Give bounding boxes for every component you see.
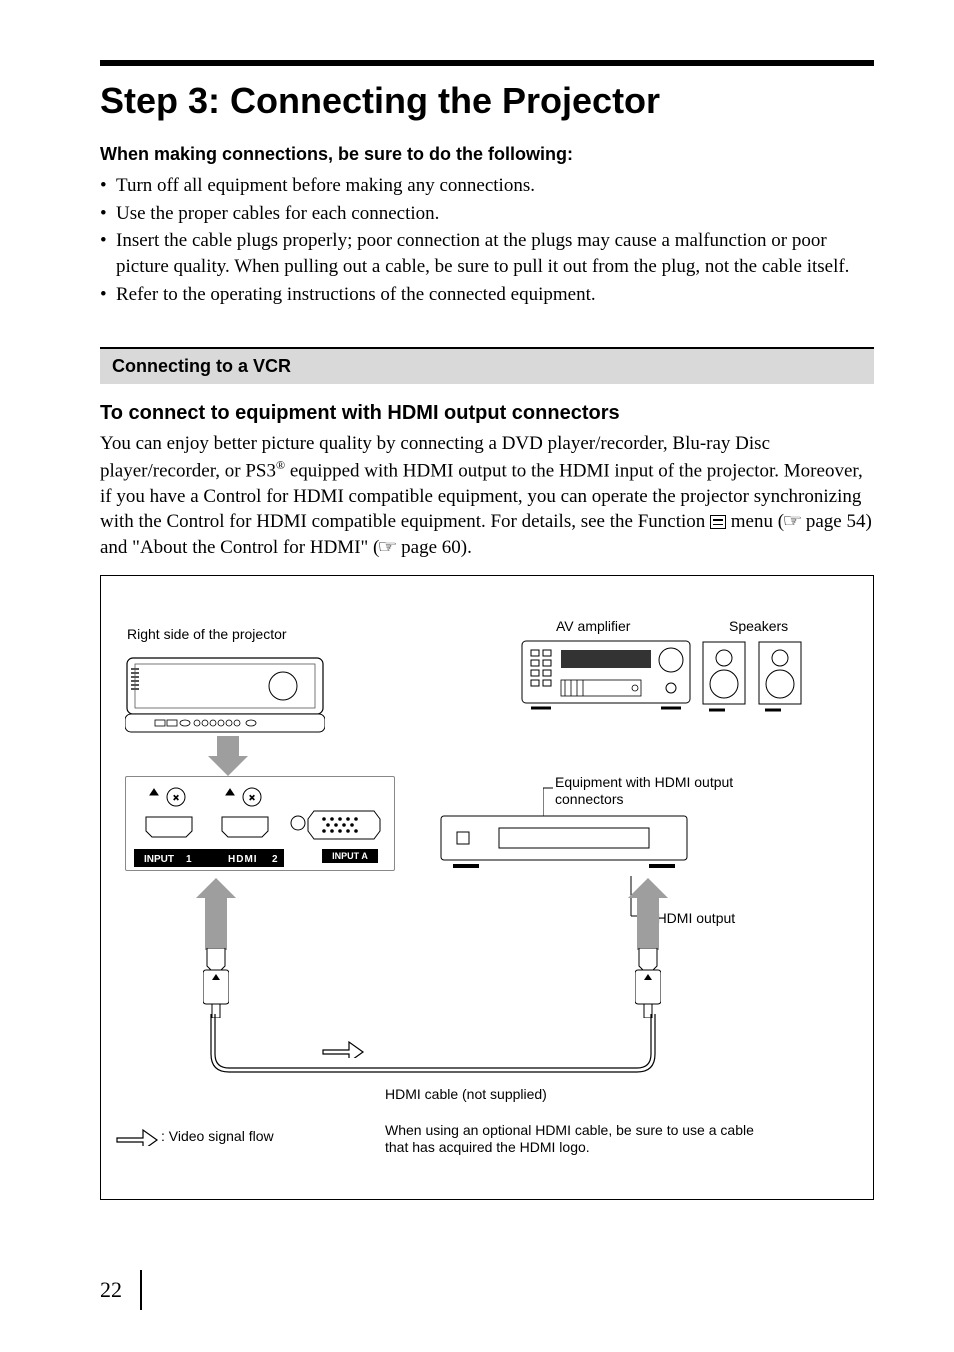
- speakers-graphic: [701, 640, 831, 716]
- registered-mark: ®: [276, 458, 285, 472]
- list-item: •Turn off all equipment before making an…: [100, 173, 874, 199]
- projector-graphic: [125, 650, 325, 740]
- label-hdmi-cable: HDMI cable (not supplied): [385, 1086, 547, 1104]
- label-signal-flow: : Video signal flow: [161, 1128, 274, 1146]
- svg-text:×: ×: [173, 793, 179, 804]
- label-hdmi-note: When using an optional HDMI cable, be su…: [385, 1122, 765, 1157]
- sub-heading: When making connections, be sure to do t…: [100, 144, 874, 165]
- hdmi-plug-graphic: [203, 948, 229, 1008]
- svg-text:INPUT A: INPUT A: [332, 851, 368, 861]
- label-equipment: Equipment with HDMI output connectors: [555, 774, 765, 809]
- connector-line: [543, 782, 557, 816]
- av-amplifier-graphic: [521, 640, 721, 716]
- pointer-icon: ☞: [378, 535, 398, 561]
- connection-diagram: Right side of the projector: [100, 575, 874, 1200]
- pointer-icon: ☞: [782, 509, 802, 535]
- svg-text:1: 1: [186, 854, 192, 865]
- arrow-up-icon: [637, 896, 659, 950]
- svg-text:×: ×: [249, 793, 255, 804]
- label-speakers: Speakers: [729, 618, 788, 636]
- body-paragraph: You can enjoy better picture quality by …: [100, 431, 874, 561]
- list-item: •Refer to the operating instructions of …: [100, 282, 874, 308]
- arrow-up-icon: [205, 896, 227, 950]
- page-title: Step 3: Connecting the Projector: [100, 80, 874, 122]
- list-text: Turn off all equipment before making any…: [116, 173, 535, 199]
- list-item: •Insert the cable plugs properly; poor c…: [100, 228, 874, 279]
- input-label: INPUT: [144, 854, 174, 865]
- list-text: Insert the cable plugs properly; poor co…: [116, 228, 874, 279]
- bullet-list: •Turn off all equipment before making an…: [100, 173, 874, 307]
- signal-flow-arrow-icon: [321, 1036, 365, 1058]
- list-text: Use the proper cables for each connectio…: [116, 201, 439, 227]
- input-panel-graphic: × × INPUT 1 HDMI 2: [125, 776, 395, 871]
- para-text: page 60).: [396, 537, 471, 558]
- top-rule: [100, 60, 874, 66]
- label-projector-side: Right side of the projector: [127, 626, 287, 644]
- section-bar: Connecting to a VCR: [100, 347, 874, 384]
- cable-path: [203, 1014, 663, 1074]
- svg-text:HDMI: HDMI: [228, 854, 258, 865]
- arrow-down-icon: [217, 736, 239, 758]
- label-av-amplifier: AV amplifier: [556, 618, 630, 636]
- list-text: Refer to the operating instructions of t…: [116, 282, 596, 308]
- list-item: •Use the proper cables for each connecti…: [100, 201, 874, 227]
- equipment-graphic: [439, 814, 689, 874]
- signal-flow-arrow-icon: [115, 1124, 159, 1146]
- function-menu-icon: [710, 515, 726, 529]
- svg-text:2: 2: [272, 854, 278, 865]
- section-heading: To connect to equipment with HDMI output…: [100, 402, 874, 425]
- page-number: 22: [100, 1272, 142, 1312]
- para-text: menu (: [726, 511, 784, 532]
- hdmi-plug-graphic: [635, 948, 661, 1008]
